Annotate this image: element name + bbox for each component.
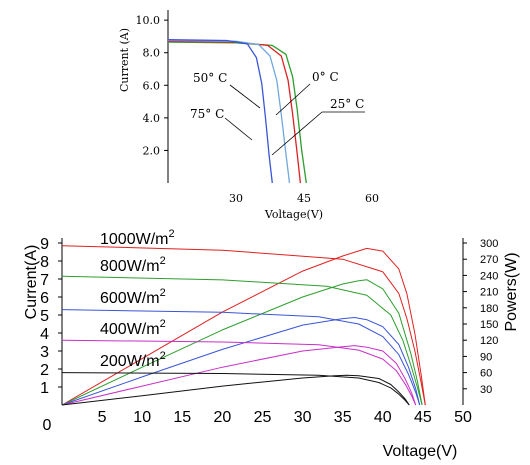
current-curve [61,275,423,406]
irradiance-label-superscript: 2 [168,228,174,240]
bottom-x-tick-label: 25 [254,409,272,426]
power-curve [61,317,421,406]
irradiance-label-superscript: 2 [160,255,166,267]
top-y-tick-label: 2.0 [143,144,161,157]
bottom-right-y-tick-label: 150 [480,319,498,331]
bottom-x-ticks: 0 5 10 15 20 25 30 35 40 45 50 [43,409,472,434]
irradiance-label-text: 800W/m [100,258,160,275]
top-y-ticks: 2.0 4.0 6.0 8.0 10.0 [136,14,168,157]
bottom-x-tick-label: 35 [334,409,352,426]
irradiance-label-text: 1000W/m [100,231,168,248]
bottom-right-y-tick-label: 90 [480,351,492,363]
annotation-25c: 25° C [330,97,364,111]
bottom-y-tick-label: 1 [40,380,49,397]
current-curve [61,245,426,406]
bottom-x-tick-label: 0 [43,417,52,434]
bottom-x-tick-label: 10 [133,409,151,426]
bottom-x-tick-label: 20 [214,409,232,426]
bottom-x-tick-label: 15 [173,409,191,426]
annotation-50c: 50° C [193,71,227,85]
bottom-right-y-tick-label: 30 [480,384,492,396]
top-x-tick-label: 30 [229,192,243,205]
irradiance-label: 200W/m2 [100,350,166,370]
irradiance-label-superscript: 2 [160,287,166,299]
temperature-iv-chart: 2.0 4.0 6.0 8.0 10.0 30 45 60 0° C 25° C 50° C… [118,10,379,221]
top-y-tick-label: 4.0 [143,112,161,125]
bottom-x-label: Voltage(V) [383,443,458,460]
annotation-75c: 75° C [190,107,224,121]
bottom-x-tick-label: 30 [294,409,312,426]
bottom-right-y-tick-label: 180 [480,303,498,315]
top-x-tick-label: 45 [297,192,311,205]
bottom-right-y-ticks: 30 60 90 120 150 180 210 240 270 300 [463,238,498,396]
bottom-x-tick-label: 45 [414,409,432,426]
bottom-y-tick-label: 8 [40,254,49,271]
irradiance-label-text: 400W/m [100,321,160,338]
irradiance-label-superscript: 2 [160,350,166,362]
bottom-y-tick-label: 6 [40,290,49,307]
irradiance-label-text: 200W/m [100,353,160,370]
annotation-leader-50c [229,84,261,109]
bottom-y-label-right: Powers(W) [503,252,520,331]
top-y-tick-label: 8.0 [143,47,161,60]
current-curve [61,372,410,406]
top-series-line [167,39,291,184]
bottom-right-y-tick-label: 240 [480,270,498,282]
annotation-leader-0c [275,83,311,116]
bottom-right-y-tick-label: 210 [480,287,498,299]
top-x-ticks: 30 45 60 [229,192,379,205]
bottom-x-tick-label: 50 [454,409,472,426]
top-y-label: Current (A) [118,28,131,92]
bottom-y-label-left: Current(A) [23,245,40,320]
top-x-label: Voltage(V) [264,208,323,221]
top-y-tick-label: 10.0 [136,14,161,27]
power-curve [61,345,417,406]
annotation-leader-25c-diag [271,111,323,156]
irradiance-label: 800W/m2 [100,255,166,275]
bottom-x-tick-label: 5 [98,409,107,426]
power-curve [61,279,423,406]
bottom-right-y-tick-label: 120 [480,335,498,347]
annotation-leader-75c [224,117,253,141]
irradiance-label: 1000W/m2 [100,228,175,248]
bottom-y-tick-label: 3 [40,344,49,361]
bottom-x-tick-label: 40 [374,409,392,426]
bottom-y-tick-label: 7 [40,272,49,289]
bottom-right-y-tick-label: 60 [480,368,492,380]
irradiance-label: 400W/m2 [100,318,166,338]
bottom-right-y-tick-label: 270 [480,254,498,266]
top-series-group [167,39,307,184]
bottom-y-tick-label: 2 [40,362,49,379]
irradiance-label-text: 600W/m [100,290,160,307]
top-series-line [167,41,307,184]
top-series-line [167,39,273,184]
bottom-series-group [61,245,426,406]
top-x-tick-label: 60 [365,192,379,205]
power-curve [61,374,410,406]
annotation-0c: 0° C [312,70,339,84]
top-y-tick-label: 6.0 [143,79,161,92]
irradiance-label-superscript: 2 [160,318,166,330]
power-curve [61,247,426,406]
bottom-y-tick-label: 5 [40,308,49,325]
bottom-y-tick-label: 4 [40,326,49,343]
bottom-right-y-tick-label: 300 [480,238,498,250]
current-curve [61,309,421,406]
bottom-y-tick-label: 9 [40,236,49,253]
irradiance-label: 600W/m2 [100,287,166,307]
current-curve [61,339,417,406]
